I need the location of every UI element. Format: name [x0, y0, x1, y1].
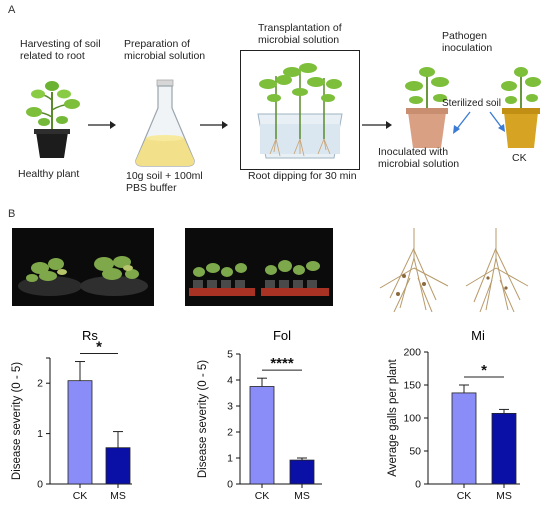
y-tick-label: 150: [403, 380, 421, 392]
x-tick-label: MS: [294, 490, 310, 502]
significance-label: *: [481, 362, 487, 379]
bar-ms: [289, 459, 315, 485]
y-tick-label: 50: [409, 446, 421, 458]
chart-title-mi: Mi: [471, 328, 485, 343]
transplant-line-2: microbial solution: [258, 34, 340, 46]
fol-plant-photo: [185, 228, 333, 306]
prep-caption: Preparation of microbial solution: [124, 38, 205, 62]
x-tick-label: MS: [110, 490, 126, 502]
significance-label: *: [96, 339, 102, 356]
bar-ms: [105, 447, 131, 485]
y-tick-label: 2: [37, 378, 43, 390]
y-tick-label: 5: [227, 349, 233, 361]
arrow-icon: [88, 121, 116, 129]
y-axis-label: Average galls per plant: [387, 358, 399, 476]
transplant-caption: Transplantation of microbial solution: [258, 22, 342, 46]
prep-line-1: Preparation of: [124, 38, 190, 50]
y-tick-label: 200: [403, 347, 421, 359]
y-tick-label: 3: [227, 401, 233, 413]
ck-pot-illustration: [501, 67, 541, 148]
arrow-icon: [200, 121, 228, 129]
panel-a-label: A: [8, 4, 16, 16]
sterilized-soil-label: Sterilized soil: [442, 98, 501, 109]
split-arrows: [453, 111, 505, 134]
y-tick-label: 0: [227, 479, 233, 491]
significance-label: ****: [270, 355, 294, 372]
root-dipping-illustration: [257, 63, 343, 159]
panel-b-label: B: [8, 208, 16, 220]
y-tick-label: 1: [227, 453, 233, 465]
x-tick-label: CK: [73, 490, 88, 502]
bar-ck: [451, 392, 477, 485]
x-tick-label: CK: [457, 490, 472, 502]
transplant-line-1: Transplantation of: [258, 22, 342, 34]
harvest-caption: Harvesting of soil related to root: [20, 38, 101, 62]
y-tick-label: 1: [37, 428, 43, 440]
ck-label: CK: [512, 152, 527, 164]
pathogen-caption: Pathogen inoculation: [442, 30, 492, 54]
bar-ck: [249, 386, 275, 485]
chart-title-fol: Fol: [273, 328, 291, 343]
y-axis-label: Disease severity (0 - 5): [11, 362, 23, 480]
y-tick-label: 100: [403, 413, 421, 425]
pathogen-line-1: Pathogen: [442, 30, 487, 42]
x-tick-label: MS: [496, 490, 512, 502]
chart-title-rs: Rs: [82, 328, 98, 343]
harvest-line-2: related to root: [20, 50, 85, 62]
y-tick-label: 0: [415, 479, 421, 491]
mi-root-photo: [370, 228, 540, 312]
y-tick-label: 0: [37, 479, 43, 491]
inoculated-line-1: Inoculated with: [378, 146, 449, 158]
y-tick-label: 4: [227, 375, 233, 387]
inoculated-line-2: microbial solution: [378, 158, 460, 170]
arrow-icon: [362, 121, 392, 129]
harvest-line-1: Harvesting of soil: [20, 38, 101, 50]
bar-ms: [491, 412, 517, 485]
healthy-plant-label: Healthy plant: [18, 168, 80, 180]
recipe-line-2: PBS buffer: [126, 182, 177, 194]
rs-plant-photo: [12, 228, 154, 306]
inoculated-pot-illustration: [405, 67, 449, 148]
x-tick-label: CK: [255, 490, 270, 502]
recipe-caption: 10g soil + 100ml PBS buffer: [126, 170, 203, 194]
healthy-plant-illustration: [26, 81, 80, 158]
bar-charts: Rs 0 1 2 Disease severity (0 - 5) CK MS * Fol 0 1 2…: [11, 328, 520, 502]
recipe-line-1: 10g soil + 100ml: [126, 170, 203, 182]
flask-illustration: [135, 79, 195, 167]
bar-ck: [67, 380, 93, 485]
root-dip-label: Root dipping for 30 min: [248, 170, 357, 182]
y-tick-label: 2: [227, 427, 233, 439]
y-axis-label: Disease severity (0 - 5): [197, 360, 209, 478]
prep-line-2: microbial solution: [124, 50, 206, 62]
inoculated-caption: Inoculated with microbial solution: [378, 146, 459, 170]
transplant-box: [240, 50, 360, 170]
pathogen-line-2: inoculation: [442, 42, 493, 54]
